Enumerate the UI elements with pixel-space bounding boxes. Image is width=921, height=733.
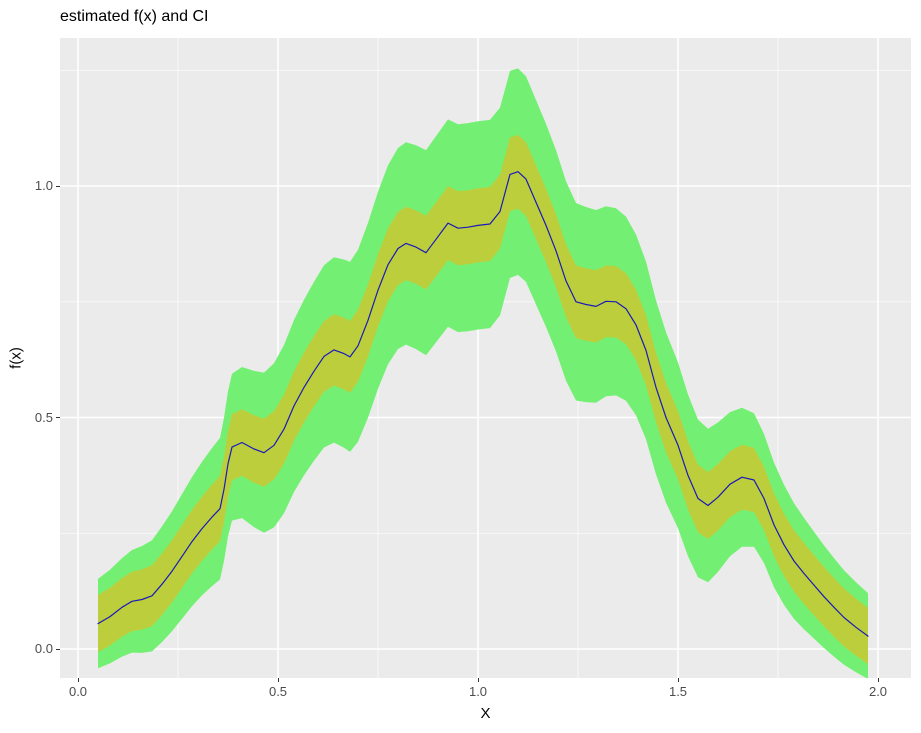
y-tick-mark — [56, 185, 60, 187]
plot-title: estimated f(x) and CI — [60, 8, 209, 25]
x-tick-label: 0.5 — [268, 684, 288, 699]
y-axis-title: f(x) — [7, 347, 25, 369]
x-tick-label: 1.0 — [468, 684, 488, 699]
y-tick-mark — [56, 648, 60, 650]
x-tick-mark — [477, 678, 479, 682]
x-tick-mark — [77, 678, 79, 682]
inner-ci-band — [98, 134, 868, 665]
estimate-line — [97, 171, 869, 637]
y-tick-label: 0.0 — [34, 641, 53, 657]
x-tick-mark — [877, 678, 879, 682]
x-tick-label: 0.0 — [68, 684, 88, 699]
y-tick-label: 1.0 — [34, 178, 53, 194]
plot-panel — [60, 38, 911, 678]
y-tick-mark — [56, 417, 60, 419]
x-tick-label: 2.0 — [868, 684, 888, 699]
x-axis-title: X — [480, 705, 491, 722]
x-tick-mark — [677, 678, 679, 682]
x-tick-mark — [277, 678, 279, 682]
x-tick-label: 1.5 — [668, 684, 688, 699]
y-tick-label: 0.5 — [34, 409, 53, 425]
